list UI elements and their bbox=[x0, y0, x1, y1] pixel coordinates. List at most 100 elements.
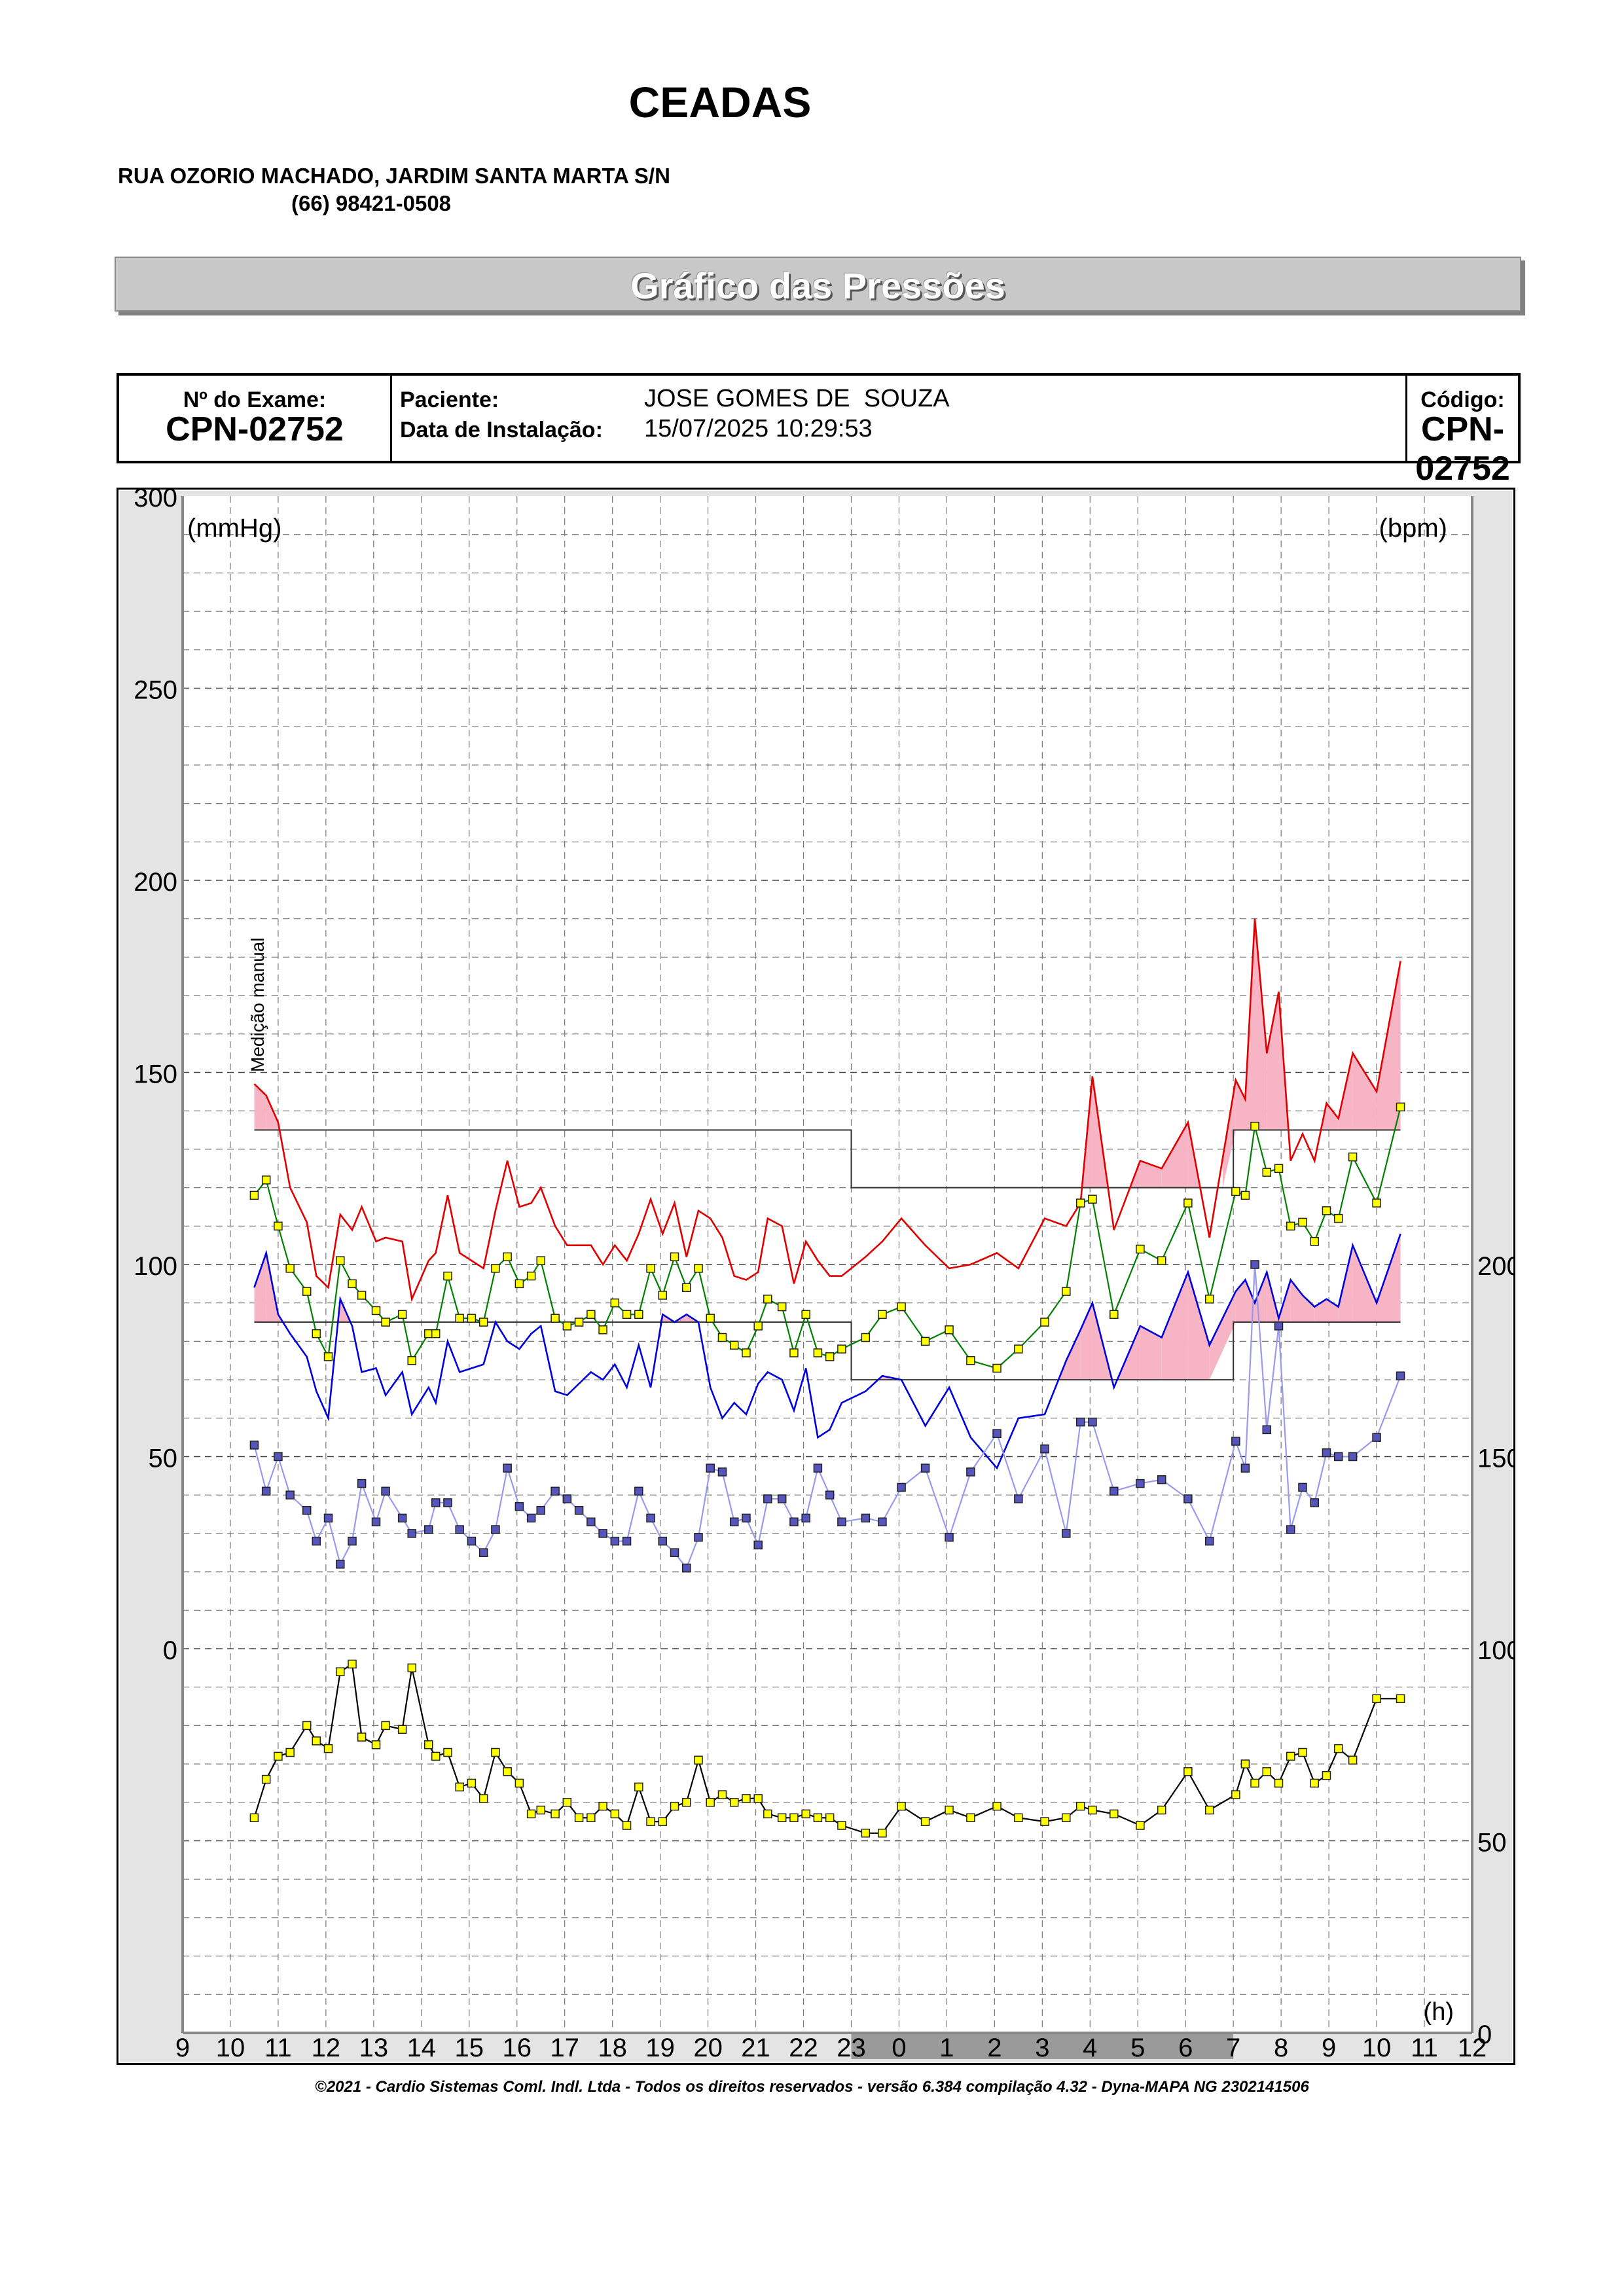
heart-rate-point bbox=[431, 1751, 441, 1761]
x-tick-label: 5 bbox=[1130, 2034, 1145, 2062]
y-left-tick-label: 50 bbox=[149, 1444, 178, 1473]
mean-point bbox=[1372, 1198, 1381, 1208]
heart-rate-point bbox=[478, 1794, 488, 1803]
mean-point bbox=[813, 1348, 823, 1357]
excess-area bbox=[1326, 1103, 1339, 1130]
pulse-pressure-point bbox=[285, 1490, 295, 1499]
pulse-pressure-point bbox=[861, 1513, 871, 1523]
pulse-pressure-point bbox=[966, 1467, 975, 1477]
code-value: CPN-02752 bbox=[1415, 410, 1510, 488]
code-cell: Código: CPN-02752 bbox=[1407, 376, 1518, 488]
mean-point bbox=[622, 1310, 632, 1319]
x-tick-label: 4 bbox=[1083, 2034, 1097, 2062]
mean-point bbox=[634, 1310, 643, 1319]
heart-rate-point bbox=[1040, 1817, 1049, 1826]
heart-rate-point bbox=[357, 1732, 367, 1742]
mean-point bbox=[1333, 1213, 1343, 1223]
footer-copyright: ©2021 - Cardio Sistemas Coml. Indl. Ltda… bbox=[315, 2078, 1309, 2096]
pulse-pressure-point bbox=[1136, 1479, 1145, 1488]
pulse-pressure-point bbox=[1183, 1494, 1193, 1503]
heart-rate-point bbox=[407, 1663, 416, 1673]
excess-area bbox=[1267, 992, 1279, 1130]
x-tick-label: 11 bbox=[264, 2034, 292, 2062]
excess-area bbox=[1222, 1080, 1236, 1188]
clinic-address: RUA OZORIO MACHADO, JARDIM SANTA MARTA S… bbox=[118, 164, 670, 188]
x-tick-label: 0 bbox=[892, 2034, 906, 2062]
pulse-pressure-point bbox=[1110, 1486, 1119, 1496]
mean-point bbox=[455, 1314, 464, 1323]
x-unit-label: (h) bbox=[1424, 1998, 1454, 2026]
x-tick-label: 12 bbox=[312, 2034, 341, 2062]
mean-point bbox=[992, 1363, 1001, 1373]
excess-area bbox=[1066, 1329, 1081, 1380]
heart-rate-point bbox=[536, 1805, 545, 1815]
mean-point bbox=[670, 1252, 679, 1262]
excess-area bbox=[340, 1299, 351, 1323]
heart-rate-point bbox=[261, 1774, 271, 1784]
mean-point bbox=[694, 1264, 703, 1273]
y-left-tick-label: 150 bbox=[134, 1060, 177, 1089]
install-date: 15/07/2025 10:29:53 bbox=[644, 415, 873, 442]
heart-rate-point bbox=[813, 1813, 823, 1823]
pulse-pressure-point bbox=[381, 1486, 390, 1496]
heart-rate-point bbox=[1136, 1821, 1145, 1830]
excess-area bbox=[1338, 1245, 1353, 1323]
x-tick-label: 18 bbox=[598, 2034, 627, 2062]
heart-rate-point bbox=[249, 1813, 259, 1823]
excess-area bbox=[1255, 918, 1267, 1130]
pulse-pressure-point bbox=[503, 1463, 512, 1473]
excess-area bbox=[1377, 1234, 1401, 1323]
y-right-tick-label: 100 bbox=[1477, 1636, 1513, 1665]
pulse-pressure-point bbox=[920, 1463, 930, 1473]
pulse-pressure-point bbox=[670, 1548, 679, 1557]
excess-area bbox=[1352, 1245, 1377, 1323]
mean-point bbox=[1204, 1295, 1214, 1304]
clinic-name: CEADAS bbox=[628, 78, 812, 126]
pulse-pressure-point bbox=[717, 1467, 727, 1477]
heart-rate-point bbox=[1110, 1809, 1119, 1819]
mean-point bbox=[431, 1329, 441, 1338]
y-right-tick-label: 50 bbox=[1477, 1829, 1507, 1857]
install-date-label: Data de Instalação: bbox=[400, 418, 603, 442]
mean-point bbox=[443, 1271, 452, 1281]
heart-rate-point bbox=[878, 1829, 887, 1838]
y-left-tick-label: 0 bbox=[163, 1636, 177, 1665]
mean-point bbox=[920, 1336, 930, 1346]
mean-point bbox=[753, 1321, 763, 1331]
mean-point bbox=[1240, 1191, 1250, 1200]
patient-name: JOSE GOMES DE SOUZA bbox=[644, 385, 950, 412]
heart-rate-point bbox=[1014, 1813, 1023, 1823]
limit-lines bbox=[254, 1129, 1401, 1381]
heart-rate-point bbox=[1348, 1755, 1358, 1765]
pulse-pressure-point bbox=[878, 1517, 887, 1527]
pulse-pressure-point bbox=[1250, 1260, 1259, 1269]
mean-point bbox=[491, 1264, 500, 1273]
mean-point bbox=[503, 1252, 512, 1262]
pulse-pressure-point bbox=[467, 1536, 477, 1546]
pulse-pressure-point bbox=[357, 1479, 367, 1488]
x-tick-label: 7 bbox=[1226, 2034, 1240, 2062]
mean-point bbox=[777, 1302, 787, 1312]
excess-area bbox=[254, 1084, 266, 1130]
pulse-pressure-point bbox=[323, 1513, 333, 1523]
mean-point bbox=[550, 1314, 560, 1323]
heart-rate-point bbox=[1298, 1748, 1307, 1757]
excess-area bbox=[1290, 1280, 1303, 1323]
heart-rate-point bbox=[1310, 1778, 1319, 1788]
heart-rate-point bbox=[467, 1778, 477, 1788]
pulse-pressure-point bbox=[945, 1533, 954, 1542]
mean-point bbox=[1183, 1198, 1193, 1208]
excess-area bbox=[1080, 1302, 1092, 1380]
exam-info-table: Nº do Exame: CPN-02752 Paciente: JOSE GO… bbox=[117, 373, 1521, 488]
heart-rate-point bbox=[753, 1794, 763, 1803]
heart-rate-point bbox=[455, 1782, 464, 1792]
pulse-pressure-point bbox=[1040, 1444, 1049, 1454]
pulse-pressure-point bbox=[261, 1486, 271, 1496]
heart-rate-point bbox=[670, 1801, 679, 1811]
mean-point bbox=[945, 1325, 954, 1335]
heart-rate-point bbox=[763, 1809, 772, 1819]
x-tick-label: 15 bbox=[455, 2034, 484, 2062]
x-tick-label: 16 bbox=[502, 2034, 532, 2062]
heart-rate-point bbox=[323, 1744, 333, 1753]
pulse-pressure-point bbox=[424, 1525, 433, 1534]
